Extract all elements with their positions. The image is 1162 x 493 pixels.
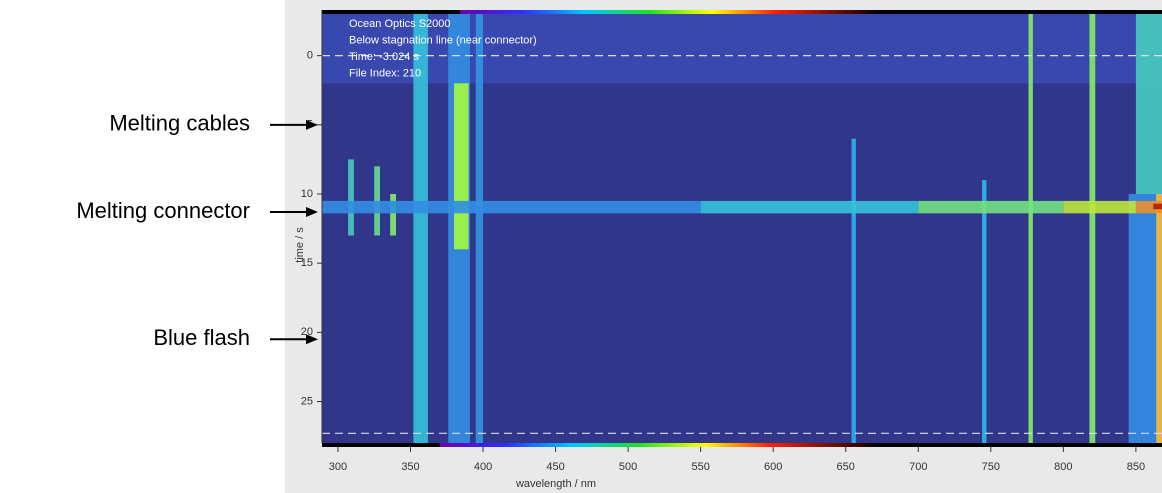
info-text: Time: -3.024 s <box>349 51 419 63</box>
heatmap-cell <box>851 138 856 443</box>
y-tick-label: 0 <box>307 50 313 62</box>
x-tick-label: 650 <box>837 461 855 473</box>
spectrum-strip <box>440 443 880 447</box>
heatmap-cell <box>1089 10 1096 443</box>
arrow-head <box>306 334 318 345</box>
plot-area <box>322 10 1162 443</box>
x-tick-label: 300 <box>329 461 347 473</box>
heatmap-cell <box>700 200 919 214</box>
heatmap-cell <box>1153 203 1162 210</box>
annotation: Blue flash <box>153 325 250 350</box>
spectrum-strip <box>460 10 880 14</box>
heatmap-cell <box>454 83 469 250</box>
heatmap-cell <box>918 200 1064 214</box>
x-tick-label: 750 <box>982 461 1000 473</box>
heatmap-cell <box>1063 200 1136 214</box>
x-tick-label: 600 <box>764 461 782 473</box>
y-tick-label: 25 <box>301 395 313 407</box>
heatmap-cell <box>475 10 484 443</box>
arrow-head <box>306 206 318 217</box>
x-tick-label: 800 <box>1054 461 1072 473</box>
annotation: Melting cables <box>109 111 250 136</box>
info-text: Ocean Optics S2000 <box>349 18 451 30</box>
heatmap-cell <box>413 10 428 443</box>
x-tick-label: 700 <box>909 461 927 473</box>
x-tick-label: 400 <box>474 461 492 473</box>
y-tick-label: 10 <box>301 188 313 200</box>
x-tick-label: 350 <box>401 461 419 473</box>
heatmap-cell <box>322 200 701 214</box>
heatmap-cell <box>1135 10 1162 194</box>
y-tick-label: 20 <box>301 326 313 338</box>
annotation: Melting connector <box>76 198 250 223</box>
heatmap-cell <box>1028 10 1033 443</box>
info-text: File Index: 210 <box>349 67 421 79</box>
x-tick-label: 500 <box>619 461 637 473</box>
heatmap-cell <box>390 193 396 236</box>
x-tick-label: 850 <box>1127 461 1145 473</box>
heatmap-cell <box>348 159 354 236</box>
heatmap-cell <box>1156 193 1162 443</box>
heatmap-cell <box>982 180 987 443</box>
x-tick-label: 450 <box>546 461 564 473</box>
x-axis-label: wavelength / nm <box>515 478 596 490</box>
y-tick-label: 15 <box>301 257 313 269</box>
info-text: Below stagnation line (near connector) <box>349 34 537 46</box>
x-tick-label: 550 <box>691 461 709 473</box>
arrow-head <box>306 119 318 130</box>
y-axis-label: time / s <box>294 227 306 263</box>
